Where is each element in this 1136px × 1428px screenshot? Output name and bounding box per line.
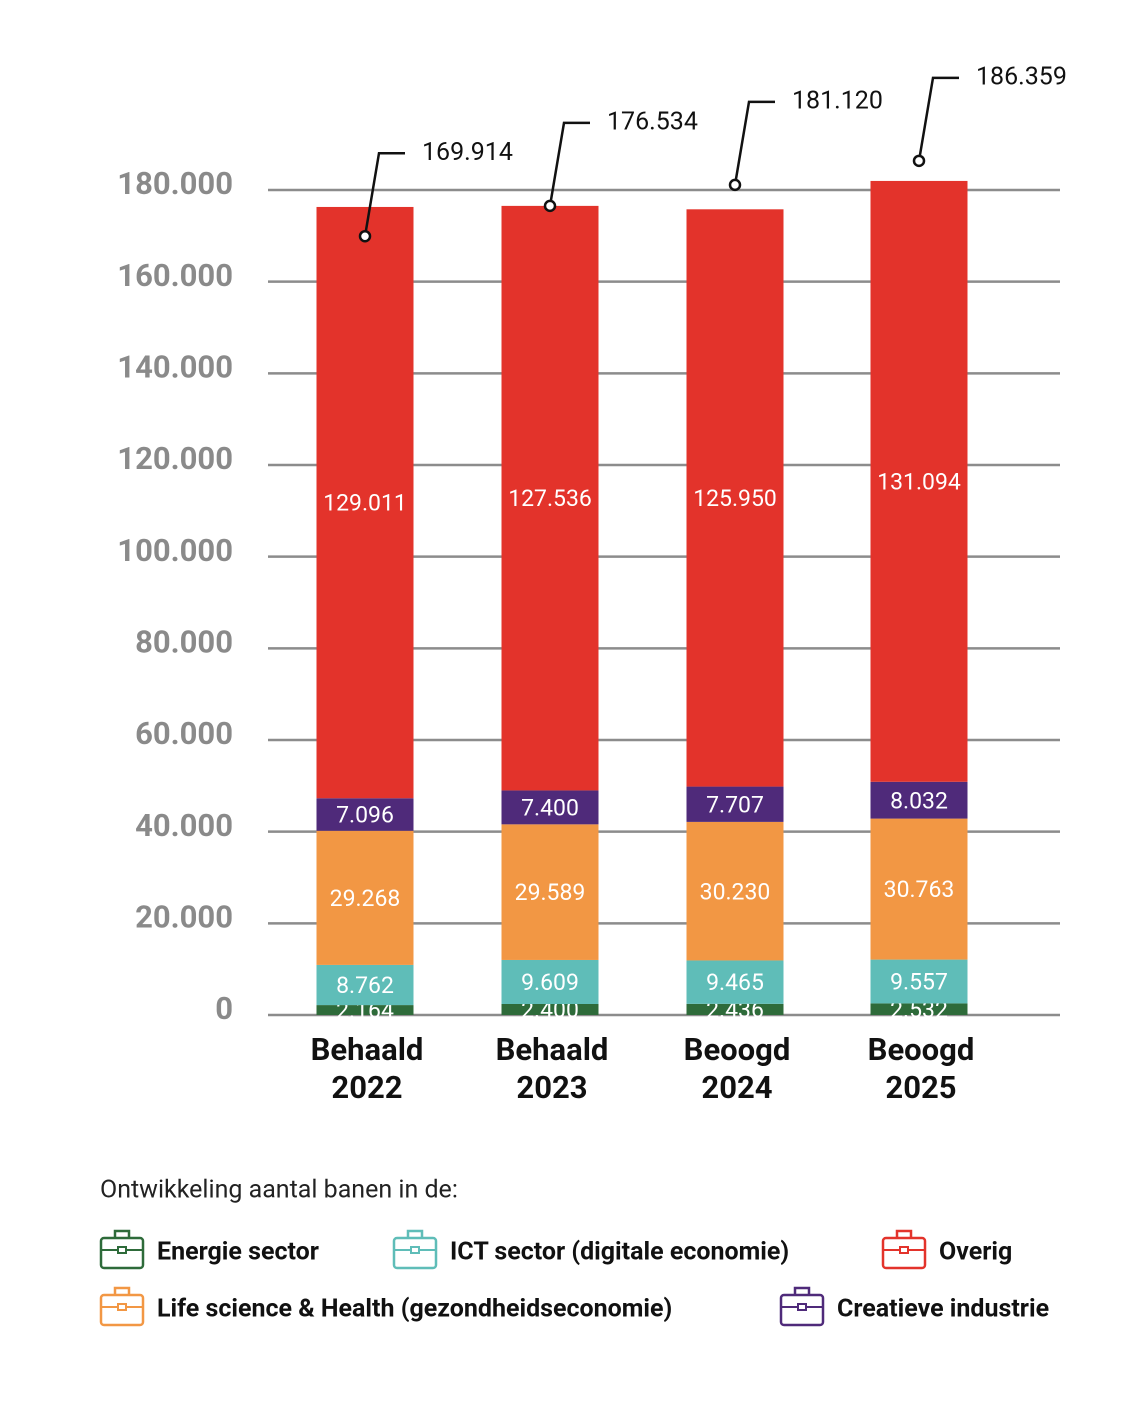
x-tick-label: Behaald 2022 (311, 1031, 424, 1106)
total-marker (912, 154, 926, 168)
y-tick-label: 180.000 (117, 165, 233, 202)
legend-icon-clasp (117, 1246, 127, 1254)
value-label: 30.763 (884, 876, 955, 903)
legend-icon-clasp (410, 1246, 420, 1254)
legend-label: Creatieve industrie (837, 1295, 1049, 1324)
value-label: 9.609 (521, 969, 579, 996)
x-tick-label: Beoogd 2024 (684, 1031, 791, 1106)
x-tick-label-line: 2024 (701, 1069, 772, 1106)
legend-icon-handle (406, 1229, 424, 1238)
legend-icon-body (99, 1293, 145, 1327)
legend-icon-clasp (117, 1303, 127, 1311)
x-tick-label-line: Behaald (496, 1031, 609, 1068)
legend-icon-body (881, 1236, 927, 1270)
total-label: 169.914 (422, 138, 513, 167)
x-tick-label: Behaald 2023 (496, 1031, 609, 1106)
value-label: 125.950 (693, 485, 777, 512)
bar-segment (316, 798, 414, 831)
y-tick-label: 60.000 (135, 715, 233, 752)
value-label: 7.707 (706, 791, 764, 818)
bar-segment (686, 786, 784, 822)
total-marker (728, 178, 742, 192)
y-tick-label: 40.000 (135, 807, 233, 844)
total-label: 181.120 (792, 86, 883, 115)
total-label: 186.359 (976, 62, 1067, 91)
total-label: 176.534 (607, 107, 698, 136)
bar-segment (870, 781, 968, 819)
bar-segment (501, 959, 599, 1004)
total-leader (548, 121, 590, 207)
legend-icon (392, 1229, 438, 1270)
bar-segment (316, 964, 414, 1006)
y-tick-label: 100.000 (117, 532, 233, 569)
total-leader (733, 100, 775, 186)
y-tick-label: 160.000 (117, 257, 233, 294)
x-tick-label-line: 2023 (516, 1069, 587, 1106)
legend-icon-clasp (899, 1246, 909, 1254)
bar-segment (501, 824, 599, 960)
legend-label: ICT sector (digitale economie) (450, 1238, 789, 1267)
legend-label: Energie sector (157, 1238, 319, 1267)
legend-icon-handle (793, 1286, 811, 1295)
total-leader (917, 76, 959, 162)
total-leader (363, 151, 405, 237)
x-tick-label-line: Behaald (311, 1031, 424, 1068)
value-label: 9.465 (706, 969, 764, 996)
value-label: 9.557 (890, 969, 948, 996)
bar-segment (316, 206, 414, 799)
legend-icon (99, 1286, 145, 1327)
legend-icon-handle (895, 1229, 913, 1238)
bar-segment (686, 821, 784, 961)
legend-icon-handle (113, 1286, 131, 1295)
bar-segment (316, 1005, 414, 1015)
y-tick-label: 80.000 (135, 624, 233, 661)
bar-segment (501, 205, 599, 791)
legend-icon (99, 1229, 145, 1270)
y-tick-label: 140.000 (117, 349, 233, 386)
bar-segment (870, 1003, 968, 1015)
x-tick-label: Beoogd 2025 (868, 1031, 975, 1106)
value-label: 29.589 (515, 879, 586, 906)
value-label: 29.268 (330, 885, 401, 912)
value-label: 7.400 (521, 794, 579, 821)
value-label: 8.762 (336, 972, 394, 999)
y-tick-label: 0 (215, 990, 233, 1027)
bar-segment (870, 180, 968, 782)
x-tick-label-line: 2025 (885, 1069, 956, 1106)
y-tick-label: 120.000 (117, 440, 233, 477)
legend-icon-handle (113, 1229, 131, 1238)
legend-label: Overig (939, 1238, 1012, 1267)
legend-icon-body (392, 1236, 438, 1270)
bar-segment (686, 209, 784, 787)
legend-icon-body (779, 1293, 825, 1327)
value-label: 129.011 (323, 490, 407, 517)
value-label: 131.094 (877, 468, 961, 495)
legend-title: Ontwikkeling aantal banen in de: (100, 1176, 458, 1205)
legend-icon-body (99, 1236, 145, 1270)
x-tick-label-line: Beoogd (684, 1031, 791, 1068)
legend-label: Life science & Health (gezondheidseconom… (157, 1295, 672, 1324)
bar-segment (686, 1003, 784, 1015)
value-label: 8.032 (890, 787, 948, 814)
bar-segment (501, 1004, 599, 1015)
value-label: 7.096 (336, 802, 394, 829)
total-marker (543, 199, 557, 213)
value-label: 30.230 (700, 878, 771, 905)
bar-segment (316, 830, 414, 965)
value-label: 127.536 (508, 485, 592, 512)
legend-icon (881, 1229, 927, 1270)
x-tick-label-line: 2022 (331, 1069, 402, 1106)
x-tick-label-line: Beoogd (868, 1031, 975, 1068)
total-marker (358, 229, 372, 243)
bar-segment (870, 818, 968, 960)
y-tick-label: 20.000 (135, 899, 233, 936)
bar-segment (870, 959, 968, 1004)
legend-icon (779, 1286, 825, 1327)
bar-segment (501, 790, 599, 825)
legend-icon-clasp (797, 1303, 807, 1311)
bar-segment (686, 960, 784, 1004)
